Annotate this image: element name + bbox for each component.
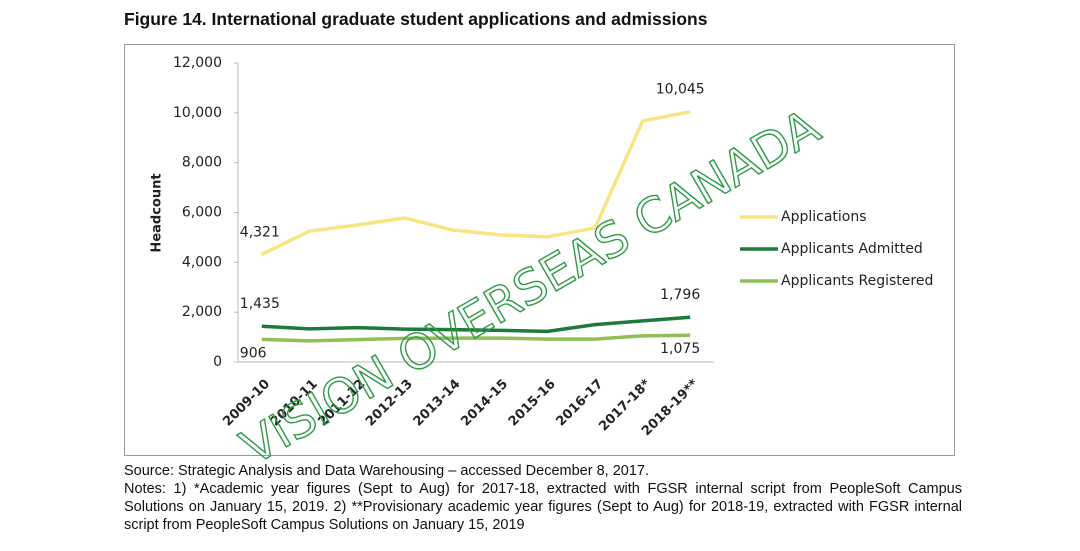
y-tick-label: 10,000: [173, 105, 222, 121]
legend-label: Applicants Admitted: [781, 241, 923, 257]
data-label: 1,075: [660, 341, 700, 357]
series-line: [261, 315, 691, 334]
x-tick-label: 2014-15: [458, 377, 511, 430]
data-label: 906: [240, 345, 267, 361]
notes-text: Notes: 1) *Academic year figures (Sept t…: [124, 481, 962, 533]
x-tick-label: 2013-14: [411, 377, 464, 430]
y-tick-label: 6,000: [182, 205, 222, 221]
y-tick-label: 8,000: [182, 155, 222, 171]
data-label: 1,435: [240, 296, 280, 312]
y-tick-label: 0: [213, 354, 222, 370]
legend-label: Applicants Registered: [781, 273, 933, 289]
legend-label: Applications: [781, 209, 867, 225]
chart-title: Figure 14. International graduate studen…: [124, 9, 708, 29]
y-tick-label: 12,000: [173, 55, 222, 71]
y-tick-label: 4,000: [182, 254, 222, 270]
x-tick-label: 2015-16: [506, 377, 559, 430]
data-label: 4,321: [240, 224, 280, 240]
y-tick-label: 2,000: [182, 304, 222, 320]
source: Source: Strategic Analysis and Data Ware…: [124, 463, 649, 479]
data-label: 10,045: [656, 82, 705, 98]
y-axis-label: Headcount: [150, 173, 165, 252]
watermark: VISION OVERSEAS CANADA: [232, 99, 829, 476]
data-label: 1,796: [660, 287, 700, 303]
chart-frame: [124, 44, 955, 456]
notes: Source: Strategic Analysis and Data Ware…: [124, 462, 962, 534]
series-line: [261, 109, 691, 256]
series-line: [261, 333, 691, 343]
